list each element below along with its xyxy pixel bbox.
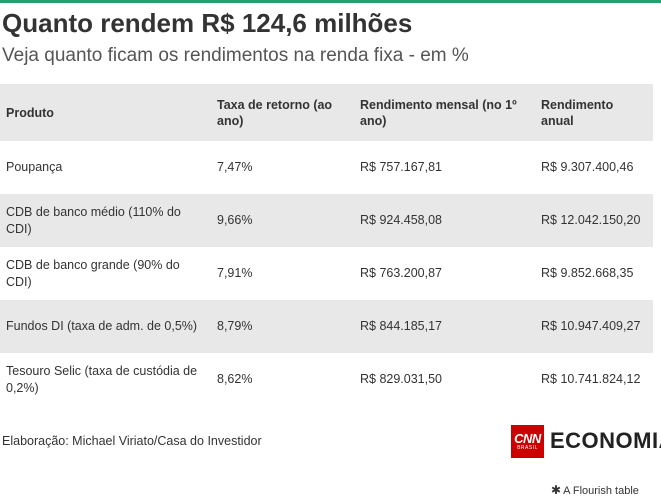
table-cell: 9,66% [217,213,253,227]
table-cell: 7,91% [217,266,253,280]
table-cell: R$ 763.200,87 [360,266,443,280]
cnn-brasil-text: BRASIL [517,444,538,451]
flourish-star-icon: ✱ [551,483,562,497]
table-cell: Fundos DI (taxa de adm. de 0,5%) [6,319,198,333]
table-cell: R$ 10.947.409,27 [541,319,641,333]
column-header[interactable]: Rendimento mensal (no 1º ano) [360,97,517,128]
table-cell: CDB de banco grande (90% do CDI) [6,257,180,289]
table-cell: R$ 924.458,08 [360,213,443,227]
data-table: Produto Taxa de retorno (ao ano) Rendime… [0,84,653,406]
table-cell: R$ 829.031,50 [360,372,443,386]
table-cell: R$ 844.185,17 [360,319,443,333]
cnn-logo-box: CNN BRASIL [511,424,544,458]
column-header[interactable]: Taxa de retorno (ao ano) [217,97,333,128]
economia-logo-text: ECONOMIA [550,428,661,453]
flourish-credit-link[interactable]: ✱ A Flourish table [551,483,639,497]
table-cell: Poupança [6,160,63,174]
chart-title: Quanto rendem R$ 124,6 milhões [2,8,413,38]
table-cell: R$ 9.852.668,35 [541,266,634,280]
table-cell: R$ 10.741.824,12 [541,372,641,386]
table-cell: Tesouro Selic (taxa de custódia de 0,2%) [6,363,198,395]
table-cell: 8,79% [217,319,253,333]
table-row: Fundos DI (taxa de adm. de 0,5%) 8,79% R… [0,300,653,353]
table-row: Tesouro Selic (taxa de custódia de 0,2%)… [0,353,653,406]
source-credit: Elaboração: Michael Viriato/Casa do Inve… [2,434,262,448]
flourish-credit-text: A Flourish table [563,485,639,497]
table-header-row: Produto Taxa de retorno (ao ano) Rendime… [0,84,653,141]
title-accent-bar [0,0,661,3]
chart-subtitle: Veja quanto ficam os rendimentos na rend… [2,45,469,66]
cnn-logo-text: CNN [514,430,541,446]
table-cell: R$ 757.167,81 [360,160,443,174]
table-row: Poupança 7,47% R$ 757.167,81 R$ 9.307.40… [0,141,653,194]
table-row: CDB de banco médio (110% do CDI) 9,66% R… [0,194,653,247]
table-cell: CDB de banco médio (110% do CDI) [6,204,181,236]
table-cell: R$ 9.307.400,46 [541,160,634,174]
table-cell: 7,47% [217,160,253,174]
table-cell: R$ 12.042.150,20 [541,213,641,227]
cnn-economia-logo: CNN BRASIL ECONOMIA [511,424,661,458]
column-header[interactable]: Rendimento anual [541,97,614,128]
table-row: CDB de banco grande (90% do CDI) 7,91% R… [0,247,653,300]
table-cell: 8,62% [217,372,253,386]
column-header[interactable]: Produto [6,105,54,120]
